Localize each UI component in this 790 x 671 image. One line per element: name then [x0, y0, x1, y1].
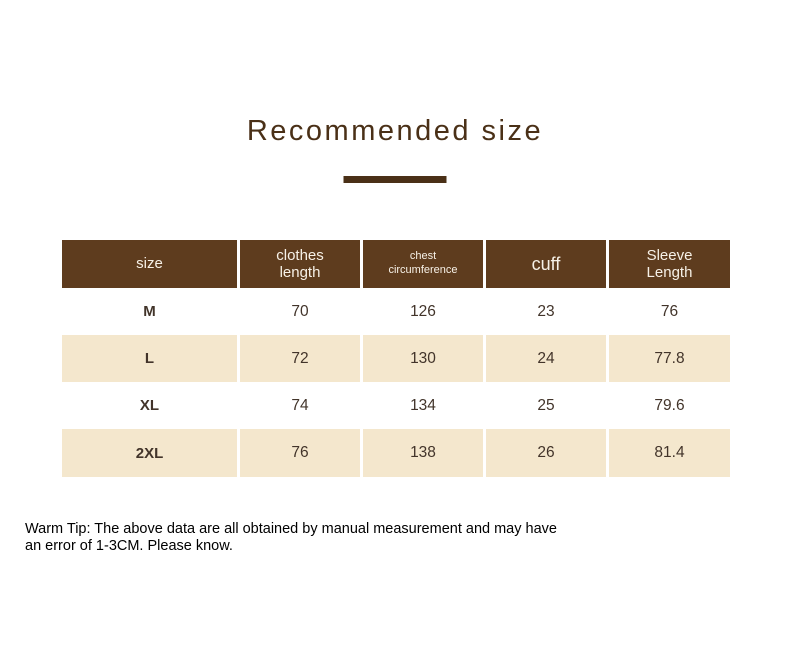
- header-cell-chest-circumference: chest circumference: [363, 240, 483, 288]
- header-label: size: [136, 255, 163, 273]
- row-l-size: L: [62, 335, 237, 382]
- size-table: size clothes length chest circumference …: [62, 240, 730, 477]
- row-2xl-size: 2XL: [62, 429, 237, 477]
- row-m-cuff: 23: [486, 288, 606, 335]
- header-label-line2: circumference: [388, 264, 458, 276]
- header-label-line2: Length: [646, 264, 693, 281]
- row-xl-cuff: 25: [486, 382, 606, 429]
- title-underline: [343, 176, 447, 183]
- row-m-chest-circumference: 126: [363, 288, 483, 335]
- row-xl-sleeve-length: 79.6: [609, 382, 730, 429]
- header-label-line2: length: [279, 264, 321, 281]
- header-label: cuff: [531, 253, 561, 274]
- header-label-line1: Sleeve: [646, 246, 693, 264]
- header-cell-cuff: cuff: [486, 240, 606, 288]
- row-xl-chest-circumference: 134: [363, 382, 483, 429]
- row-m-sleeve-length: 76: [609, 288, 730, 335]
- warm-tip-note: Warm Tip: The above data are all obtaine…: [25, 521, 557, 555]
- row-l-clothes-length: 72: [240, 335, 360, 382]
- row-2xl-chest-circumference: 138: [363, 429, 483, 477]
- header-cell-size: size: [62, 240, 237, 288]
- header-label-line1: chest: [409, 250, 437, 263]
- row-l-chest-circumference: 130: [363, 335, 483, 382]
- row-l-sleeve-length: 77.8: [609, 335, 730, 382]
- row-2xl-sleeve-length: 81.4: [609, 429, 730, 477]
- row-m-clothes-length: 70: [240, 288, 360, 335]
- header-cell-clothes-length: clothes length: [240, 240, 360, 288]
- row-xl-size: XL: [62, 382, 237, 429]
- row-2xl-cuff: 26: [486, 429, 606, 477]
- header-label-line1: clothes: [276, 246, 324, 264]
- row-m-size: M: [62, 288, 237, 335]
- page-title: Recommended size: [246, 115, 544, 147]
- row-xl-clothes-length: 74: [240, 382, 360, 429]
- row-l-cuff: 24: [486, 335, 606, 382]
- header-cell-sleeve-length: Sleeve Length: [609, 240, 730, 288]
- row-2xl-clothes-length: 76: [240, 429, 360, 477]
